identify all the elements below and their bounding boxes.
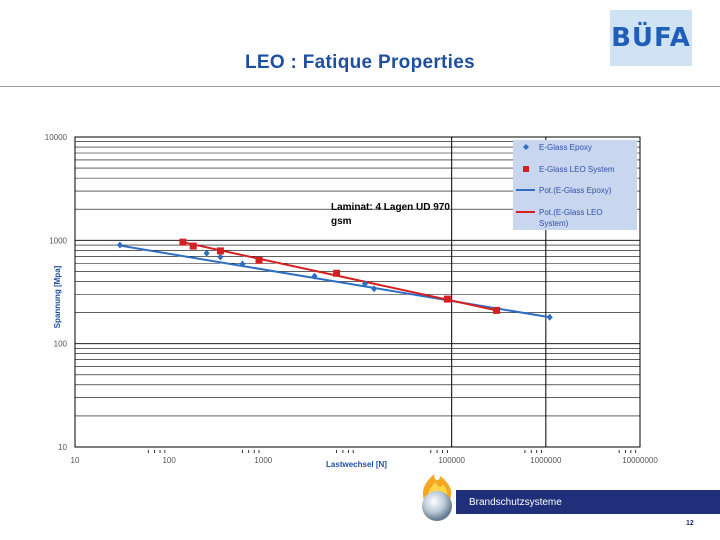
- legend: E-Glass Epoxy E-Glass LEO System Pot.(E-Gl…: [513, 140, 637, 230]
- flame-globe-icon: [422, 474, 452, 521]
- footer-text: Brandschutzsysteme: [469, 497, 562, 508]
- x-axis-label: Lastwechsel [N]: [326, 460, 387, 469]
- y-tick-label: 10000: [45, 133, 68, 142]
- y-tick-label: 10: [58, 443, 67, 452]
- y-tick-label: 1000: [49, 236, 67, 245]
- x-tick-label: 100000: [438, 456, 465, 465]
- data-point: [203, 249, 210, 257]
- legend-box: [513, 140, 637, 230]
- legend-label: Pot.(E-Glass LEO System): [539, 208, 603, 228]
- slide-title: LEO : Fatique Properties: [245, 52, 475, 73]
- logo-text: BÜFA: [611, 23, 691, 53]
- x-tick-label: 10000000: [622, 456, 658, 465]
- data-markers: [116, 238, 553, 321]
- x-tick-label: 1000: [254, 456, 272, 465]
- company-logo: BÜFA: [610, 10, 692, 66]
- data-point: [361, 280, 368, 288]
- data-point: [311, 272, 318, 280]
- data-point: [443, 295, 451, 303]
- data-point: [217, 253, 224, 261]
- data-point: [216, 247, 224, 255]
- data-point: [189, 242, 197, 250]
- legend-label: Pot.(E-Glass Epoxy): [539, 186, 612, 195]
- data-point: [333, 269, 341, 277]
- data-point: [493, 306, 501, 314]
- fatigue-chart: 10 100 1000 10000 10 100 1000 100000 1000000 1000…: [45, 133, 659, 469]
- title-divider: [0, 86, 720, 87]
- footer-bar: [456, 490, 720, 514]
- x-tick-label: 10: [71, 456, 80, 465]
- legend-label: E-Glass Epoxy: [539, 143, 592, 152]
- data-point: [116, 241, 123, 249]
- y-axis-label: Spannung [Mpa]: [53, 265, 62, 328]
- data-point: [546, 313, 553, 321]
- page-number: 12: [686, 520, 694, 527]
- annotation-text: Laminat: 4 Lagen UD 970 gsm: [331, 202, 450, 227]
- x-tick-label: 1000000: [530, 456, 562, 465]
- y-tick-label: 100: [54, 340, 68, 349]
- x-tick-label: 100: [162, 456, 176, 465]
- grid-lines: [75, 136, 640, 448]
- legend-marker: [523, 166, 529, 172]
- legend-marker: [523, 144, 529, 150]
- data-point: [255, 256, 263, 264]
- legend-label: E-Glass LEO System: [539, 165, 615, 174]
- data-point: [371, 285, 378, 293]
- data-point: [179, 238, 187, 246]
- data-point: [239, 260, 246, 268]
